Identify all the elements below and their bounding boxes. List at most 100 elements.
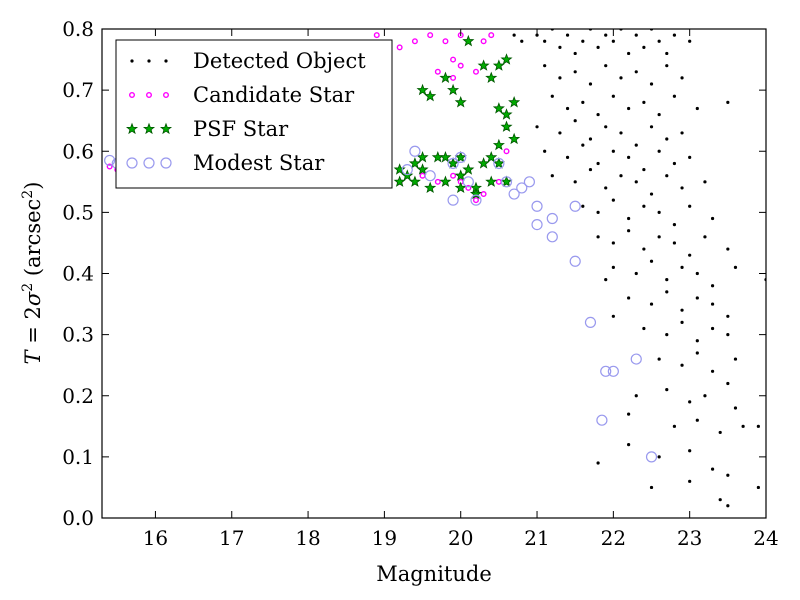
detected-object-point bbox=[649, 485, 654, 490]
detected-object-point bbox=[550, 94, 554, 98]
detected-object-point bbox=[688, 400, 692, 404]
detected-object-point bbox=[756, 485, 760, 490]
detected-object-point bbox=[627, 106, 631, 111]
psf-star-point bbox=[416, 83, 429, 96]
psf-star-point bbox=[393, 175, 406, 187]
detected-object-point bbox=[649, 259, 654, 263]
psf-star-point bbox=[485, 71, 498, 84]
modest-star-point bbox=[409, 145, 421, 157]
detected-object-point bbox=[695, 418, 699, 422]
modest-star-point bbox=[424, 170, 436, 182]
detected-object-point bbox=[672, 94, 677, 98]
detected-object-point bbox=[741, 424, 745, 428]
detected-object-point bbox=[627, 51, 631, 56]
detected-object-point bbox=[634, 180, 638, 184]
psf-star-point bbox=[454, 169, 467, 181]
legend-marker bbox=[159, 122, 173, 135]
detected-object-point bbox=[604, 278, 608, 282]
psf-star-point bbox=[485, 175, 498, 187]
modest-star-point bbox=[516, 182, 528, 194]
detected-object-point bbox=[756, 424, 760, 428]
detected-object-point bbox=[581, 39, 585, 43]
detected-object-point bbox=[695, 339, 699, 343]
detected-object-point bbox=[733, 406, 738, 410]
detected-object-point bbox=[581, 143, 585, 147]
detected-object-point bbox=[627, 296, 631, 300]
x-axis-label: Magnitude bbox=[376, 562, 492, 586]
detected-object-point bbox=[657, 149, 661, 153]
detected-object-point bbox=[642, 326, 646, 331]
detected-object-point bbox=[627, 229, 631, 233]
detected-object-point bbox=[703, 180, 707, 184]
psf-star-point bbox=[508, 96, 521, 108]
legend-label: Candidate Star bbox=[193, 83, 355, 107]
psf-star-point bbox=[492, 59, 505, 71]
detected-object-point bbox=[726, 314, 730, 318]
psf-star-point bbox=[439, 175, 452, 187]
detected-object-point bbox=[627, 443, 631, 447]
detected-object-point bbox=[642, 45, 646, 49]
detected-object-point bbox=[710, 467, 715, 471]
detected-object-point bbox=[649, 82, 654, 86]
y-tick-label: 0.2 bbox=[62, 384, 94, 408]
detected-object-point bbox=[680, 186, 684, 190]
psf-star-point bbox=[416, 151, 429, 163]
legend-item-modest-star: Modest Star bbox=[126, 151, 325, 175]
psf-star-point bbox=[500, 53, 513, 65]
detected-object-point bbox=[672, 424, 677, 428]
y-axis-label: T = 2σ2 (arcsec2) bbox=[20, 182, 45, 365]
candidate-star-point bbox=[396, 44, 403, 51]
detected-object-point bbox=[688, 253, 692, 257]
detected-object-point bbox=[604, 64, 608, 68]
psf-star-point bbox=[462, 163, 475, 175]
detected-object-point bbox=[710, 369, 715, 373]
detected-object-point bbox=[611, 94, 615, 98]
detected-object-point bbox=[611, 314, 615, 318]
x-tick-label: 24 bbox=[753, 526, 778, 550]
detected-object-point bbox=[726, 504, 730, 508]
detected-object-point bbox=[543, 64, 547, 68]
legend-marker bbox=[130, 59, 134, 63]
detected-object-point bbox=[634, 143, 638, 147]
series-modest-star bbox=[104, 145, 658, 463]
legend-marker bbox=[162, 91, 169, 98]
legend: Detected Object Candidate Star PSF Star Mod… bbox=[115, 39, 393, 189]
psf-star-point bbox=[469, 187, 482, 200]
y-tick-label: 0.0 bbox=[62, 506, 94, 530]
modest-star-point bbox=[645, 451, 658, 463]
y-tick-label: 0.3 bbox=[62, 323, 94, 347]
modest-star-point bbox=[508, 188, 520, 200]
detected-object-point bbox=[588, 137, 593, 141]
detected-object-point bbox=[619, 76, 623, 80]
detected-object-point bbox=[665, 278, 669, 282]
detected-object-point bbox=[535, 125, 539, 129]
x-tick-label: 22 bbox=[601, 526, 626, 550]
legend-marker bbox=[128, 91, 135, 98]
legend-box bbox=[115, 39, 393, 189]
detected-object-point bbox=[657, 210, 661, 214]
detected-object-point bbox=[543, 39, 547, 43]
psf-star-point bbox=[477, 59, 490, 71]
detected-object-point bbox=[649, 125, 654, 129]
data-points bbox=[104, 21, 766, 508]
psf-star-point bbox=[408, 175, 421, 187]
y-tick-label: 0.6 bbox=[62, 139, 94, 163]
detected-object-point bbox=[688, 449, 692, 453]
psf-star-point bbox=[492, 157, 505, 169]
x-tick-label: 20 bbox=[448, 526, 473, 550]
modest-star-point bbox=[569, 255, 581, 267]
detected-object-point bbox=[657, 455, 661, 459]
detected-object-point bbox=[665, 51, 669, 56]
detected-object-point bbox=[566, 21, 569, 24]
candidate-star-point bbox=[450, 56, 457, 63]
detected-object-point bbox=[718, 430, 722, 435]
x-tick-label: 16 bbox=[143, 526, 168, 550]
detected-object-point bbox=[688, 204, 692, 208]
candidate-star-point bbox=[434, 178, 441, 185]
detected-object-point bbox=[672, 241, 677, 245]
candidate-star-point bbox=[480, 38, 487, 45]
detected-object-point bbox=[665, 174, 669, 178]
y-tick-label: 0.4 bbox=[62, 262, 94, 286]
candidate-star-point bbox=[503, 148, 510, 155]
